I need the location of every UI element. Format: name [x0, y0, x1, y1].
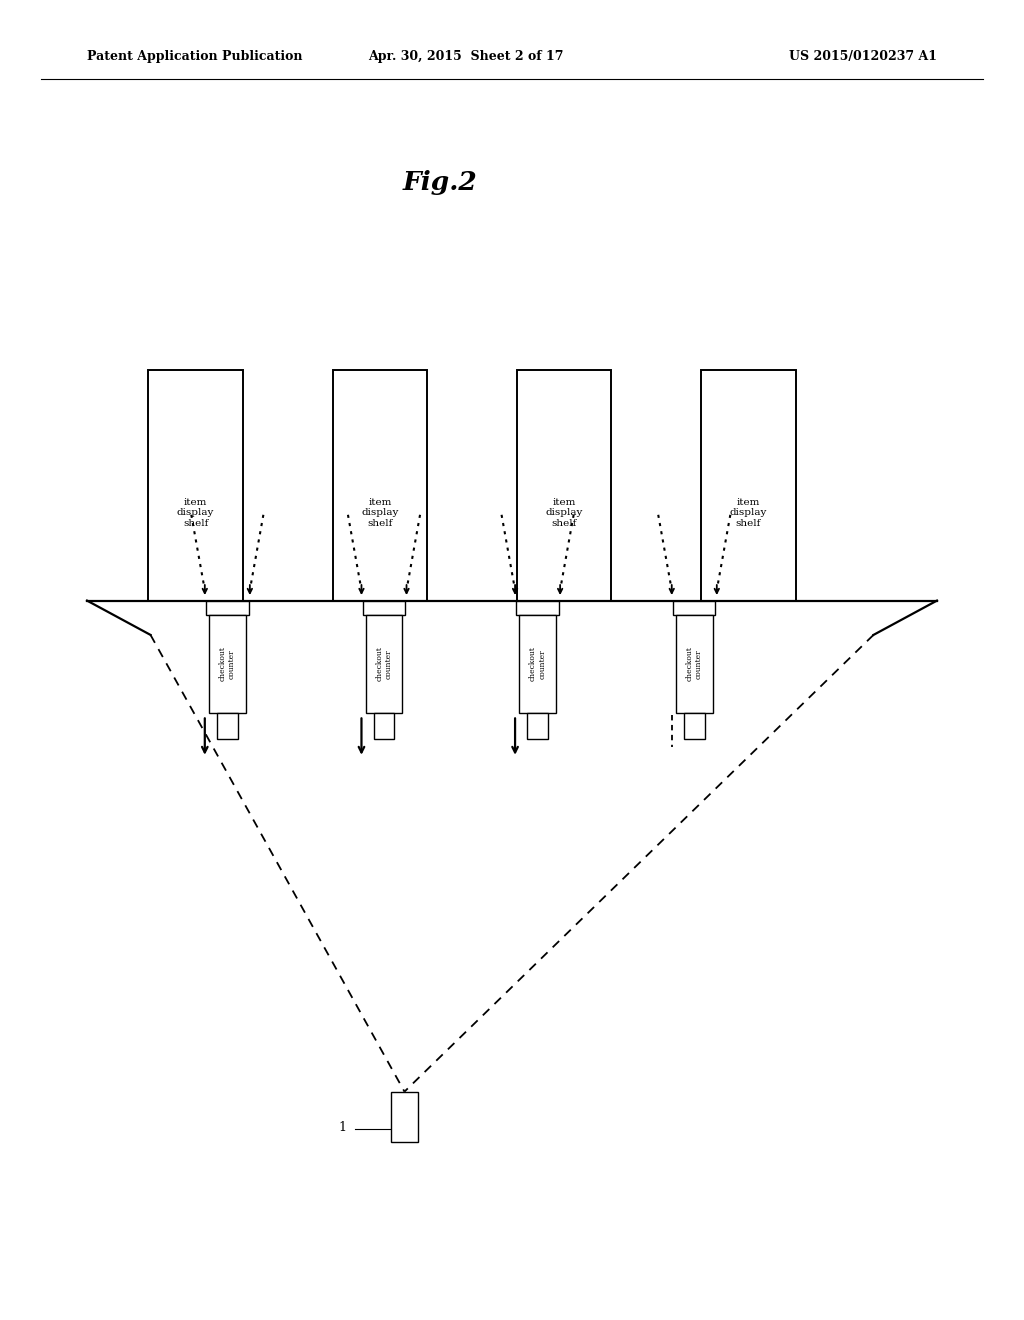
Bar	[333, 370, 427, 601]
Bar	[527, 713, 548, 739]
Bar	[209, 615, 246, 713]
Text: item
display
shelf: item display shelf	[177, 498, 214, 528]
Text: checkout
counter: checkout counter	[376, 647, 392, 681]
Text: checkout
counter: checkout counter	[529, 647, 546, 681]
Bar	[206, 601, 249, 615]
Text: checkout
counter: checkout counter	[686, 647, 702, 681]
Bar	[701, 370, 796, 601]
Bar	[676, 615, 713, 713]
Text: item
display
shelf: item display shelf	[546, 498, 583, 528]
Text: US 2015/0120237 A1: US 2015/0120237 A1	[788, 50, 937, 63]
Bar	[517, 370, 611, 601]
Text: Apr. 30, 2015  Sheet 2 of 17: Apr. 30, 2015 Sheet 2 of 17	[369, 50, 563, 63]
Bar	[673, 601, 716, 615]
Bar	[684, 713, 705, 739]
Text: item
display
shelf: item display shelf	[361, 498, 398, 528]
Bar	[516, 601, 559, 615]
Bar	[362, 601, 406, 615]
Text: Patent Application Publication: Patent Application Publication	[87, 50, 302, 63]
Bar	[391, 1092, 418, 1142]
Text: item
display
shelf: item display shelf	[730, 498, 767, 528]
Bar	[519, 615, 556, 713]
Bar	[148, 370, 243, 601]
Bar	[366, 615, 402, 713]
Bar	[374, 713, 394, 739]
Text: 1: 1	[338, 1121, 346, 1134]
Text: Fig.2: Fig.2	[403, 170, 477, 194]
Bar	[217, 713, 238, 739]
Text: checkout
counter: checkout counter	[219, 647, 236, 681]
